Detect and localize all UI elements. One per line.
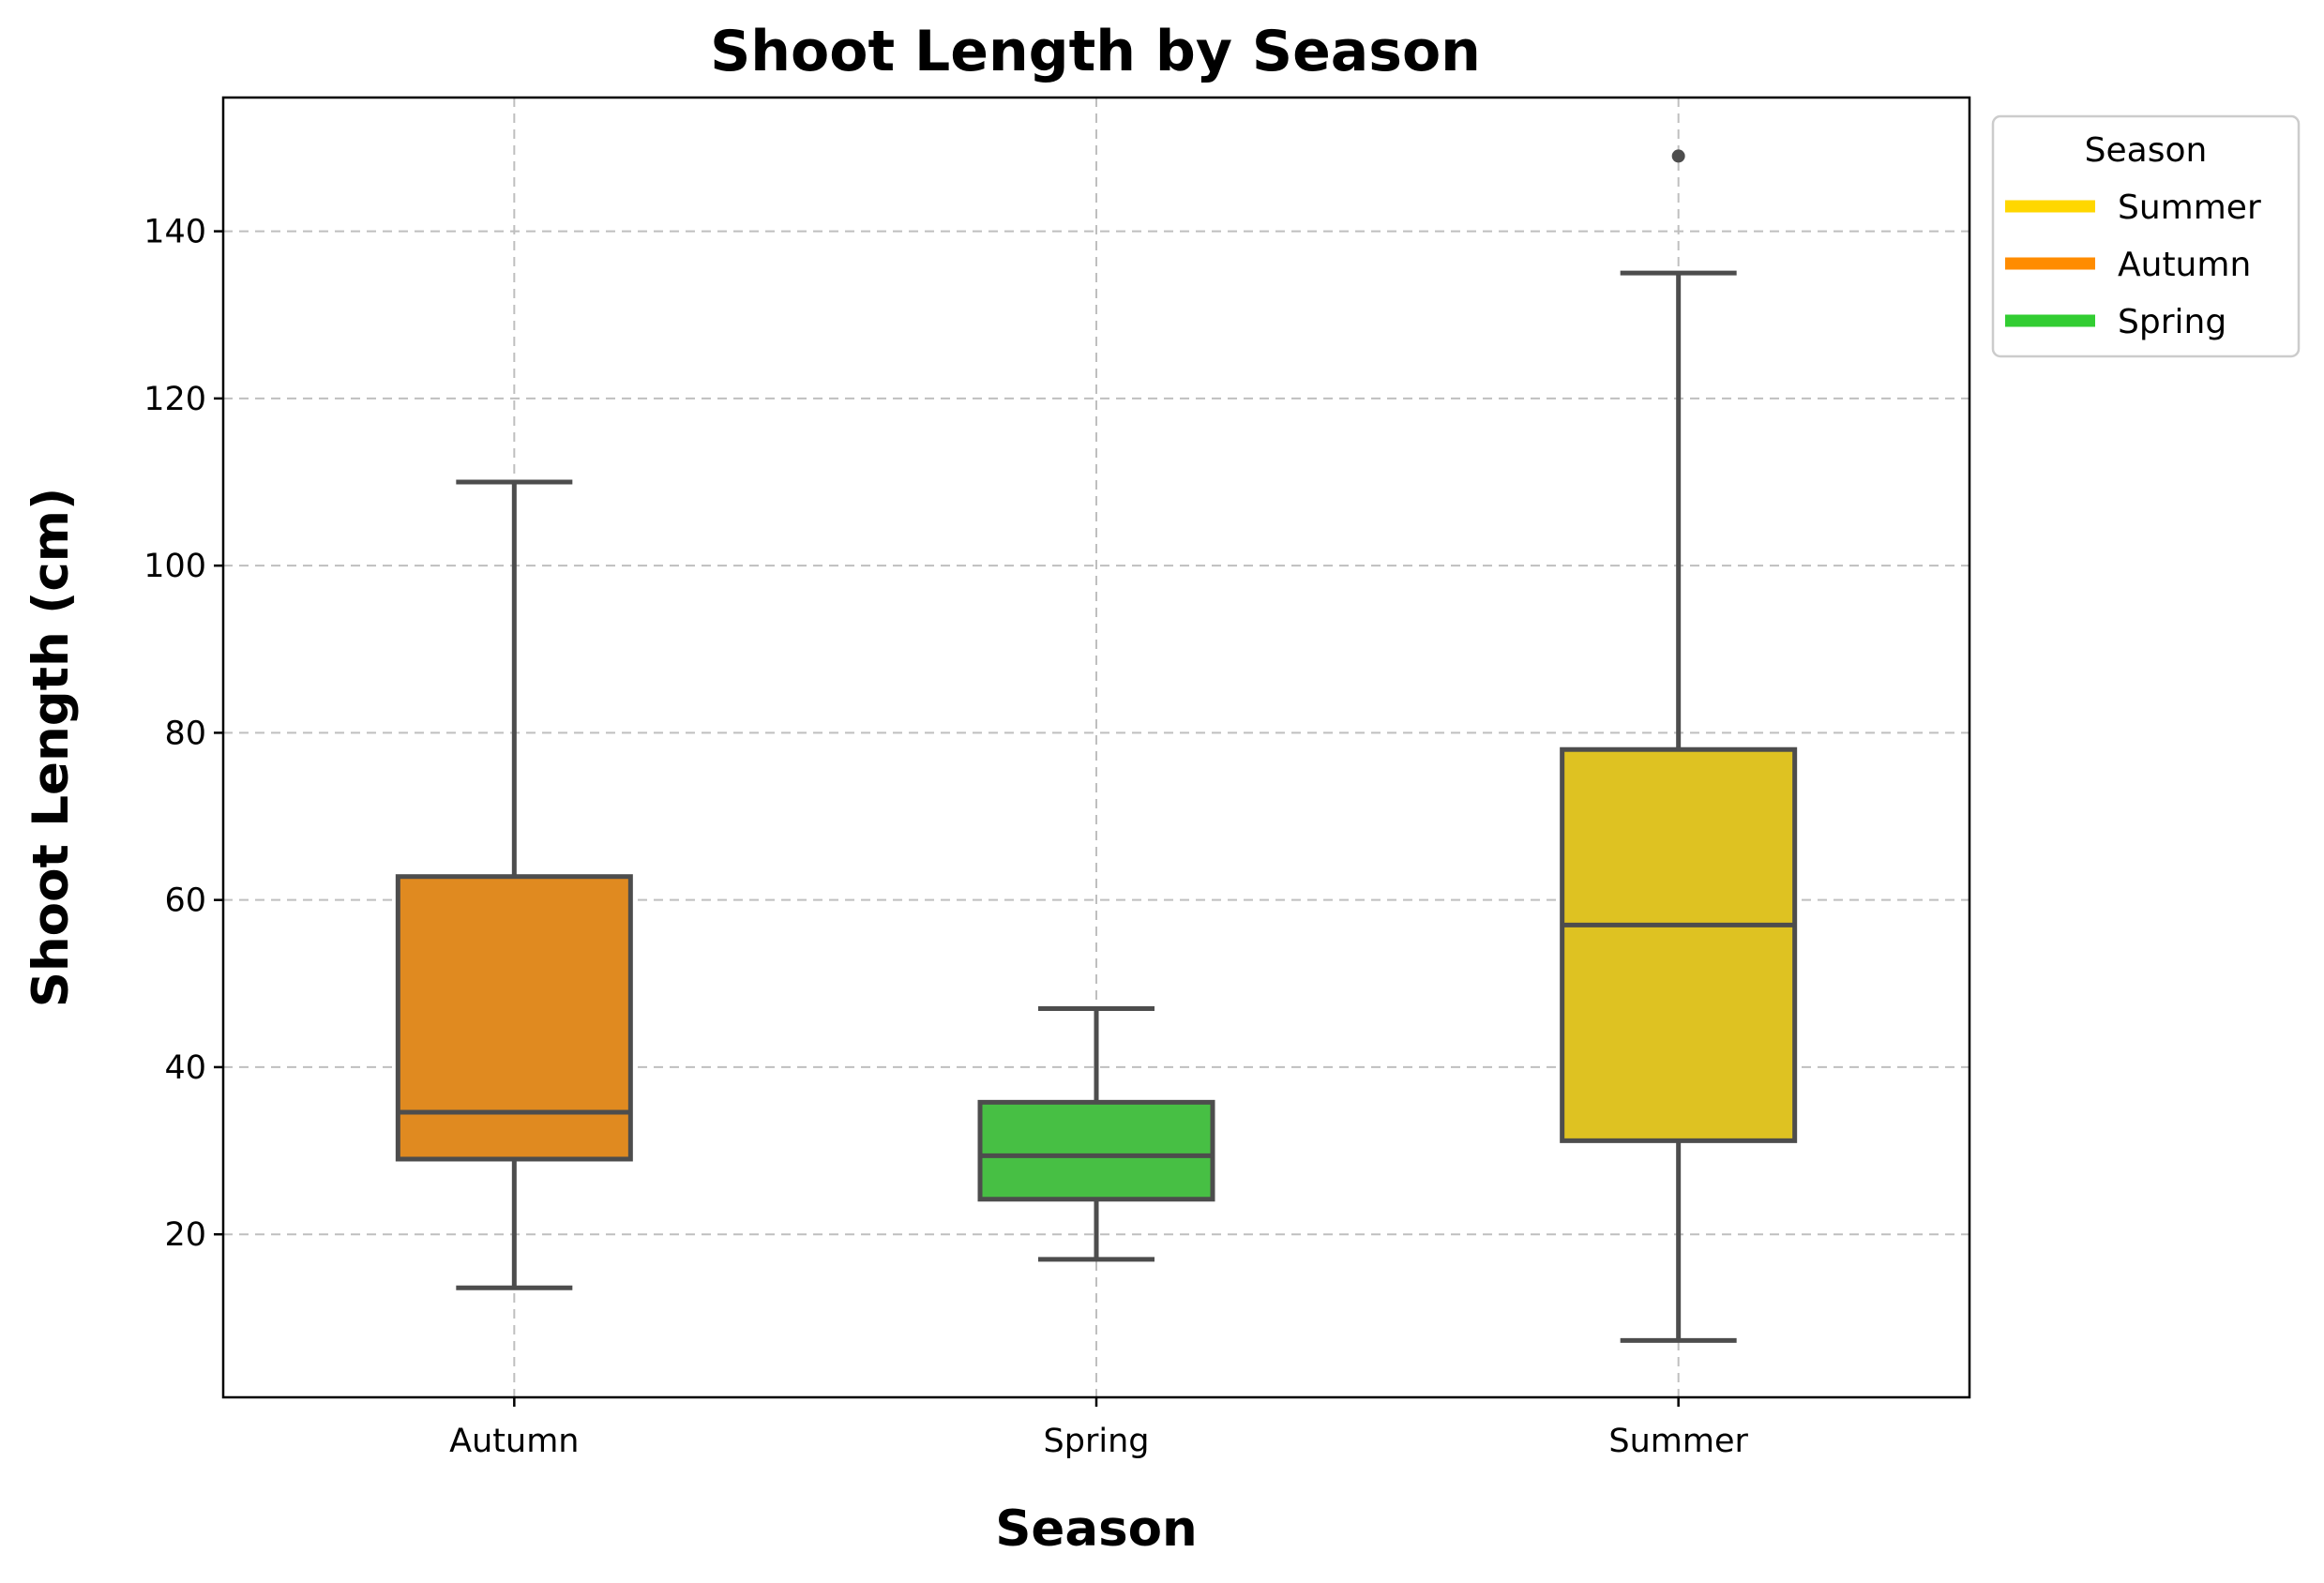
- y-tick-label: 40: [164, 1049, 206, 1087]
- y-tick-label: 60: [164, 882, 206, 920]
- box-summer: [1560, 149, 1798, 1343]
- legend-label: Summer: [2118, 188, 2261, 227]
- y-tick-label: 120: [143, 381, 206, 418]
- x-tick-label: Summer: [1608, 1423, 1748, 1460]
- box-autumn: [395, 479, 633, 1290]
- y-tick-label: 140: [143, 214, 206, 251]
- x-axis-label: Season: [995, 1500, 1198, 1558]
- legend-entry-summer: Summer: [2005, 188, 2261, 227]
- legend-entries: Summer Autumn Spring: [2005, 188, 2261, 341]
- chart-title: Shoot Length by Season: [710, 19, 1481, 84]
- x-tick-label: Spring: [1044, 1423, 1150, 1460]
- legend: Season Summer Autumn Spring: [1991, 114, 2301, 358]
- outlier-point: [1671, 149, 1685, 163]
- box-spring: [977, 1006, 1215, 1262]
- legend-title: Season: [2085, 131, 2208, 170]
- legend-entry-spring: Spring: [2005, 303, 2226, 341]
- legend-frame: [1991, 114, 2301, 358]
- legend-label: Spring: [2118, 303, 2226, 341]
- box-plots: [395, 149, 1798, 1343]
- legend-entry-autumn: Autumn: [2005, 246, 2251, 284]
- iqr-box: [977, 1099, 1215, 1202]
- legend-label: Autumn: [2118, 246, 2251, 284]
- y-axis-label: Shoot Length (cm): [23, 488, 80, 1008]
- y-tick-label: 20: [164, 1216, 206, 1254]
- iqr-box: [395, 874, 633, 1162]
- axis-ticks: 20 40 60 80 100 120 140 Autumn Spring Summer: [143, 214, 1748, 1460]
- iqr-box: [1560, 746, 1798, 1143]
- y-tick-label: 100: [143, 548, 206, 585]
- x-tick-label: Autumn: [449, 1423, 579, 1460]
- y-tick-label: 80: [164, 715, 206, 752]
